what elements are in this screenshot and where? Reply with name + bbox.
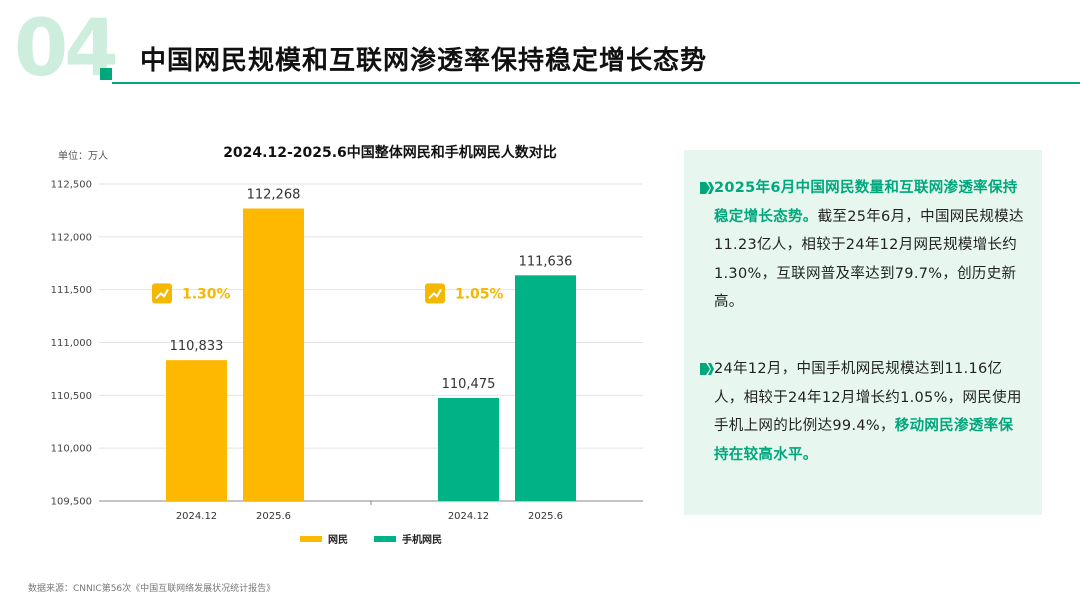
- bar-value-label: 110,475: [442, 377, 496, 392]
- insight-1-highlight: 2025年6月中国网民数量和互联网渗透率保持稳定增长态势。: [714, 180, 1018, 225]
- insight-1-body: 截至25年6月，中国网民规模达11.23亿人，相较于24年12月网民规模增长约1…: [714, 208, 1024, 311]
- growth-rate-label: 1.30%: [182, 286, 231, 302]
- bar-mobile-2025.6: [515, 275, 576, 501]
- y-tick-label: 110,500: [51, 391, 92, 402]
- chart-title: 2024.12-2025.6中国整体网民和手机网民人数对比: [223, 145, 557, 161]
- bullet-icon: [700, 363, 714, 375]
- bar-mobile-2024.12: [438, 397, 499, 501]
- chart-legend: 网民 手机网民: [300, 531, 442, 546]
- x-tick-label: 2024.12: [448, 511, 489, 522]
- bar-value-label: 110,833: [170, 339, 224, 354]
- growth-rate-label: 1.05%: [455, 286, 504, 302]
- chart-unit-label: 单位：万人: [58, 151, 108, 162]
- insight-2-highlight: 移动网民渗透率保持在较高水平。: [714, 418, 1014, 463]
- legend-item-mobile: 手机网民: [374, 531, 442, 546]
- insight-paragraph-1: 2025年6月中国网民数量和互联网渗透率保持稳定增长态势。截至25年6月，中国网…: [700, 174, 1026, 317]
- legend-item-netizen: 网民: [300, 531, 348, 546]
- page-title: 中国网民规模和互联网渗透率保持稳定增长态势: [140, 46, 708, 76]
- legend-swatch-netizen: [300, 535, 322, 542]
- insight-panel: 2025年6月中国网民数量和互联网渗透率保持稳定增长态势。截至25年6月，中国网…: [684, 150, 1042, 515]
- x-tick-label: 2025.6: [528, 511, 563, 522]
- bullet-icon: [700, 182, 714, 194]
- trend-up-icon-line: [428, 288, 442, 300]
- y-tick-label: 111,000: [51, 338, 92, 349]
- legend-label-mobile: 手机网民: [402, 535, 442, 546]
- trend-up-icon-line: [155, 288, 169, 300]
- bar-netizen-2025.6: [243, 208, 304, 502]
- insight-paragraph-2: 24年12月，中国手机网民规模达到11.16亿人，相较于24年12月增长约1.0…: [700, 355, 1026, 469]
- title-divider: [112, 82, 1080, 84]
- x-tick-label: 2025.6: [256, 511, 291, 522]
- bar-value-label: 111,636: [519, 254, 573, 269]
- y-tick-label: 111,500: [51, 285, 92, 296]
- legend-label-netizen: 网民: [328, 535, 348, 546]
- x-tick-label: 2024.12: [176, 511, 217, 522]
- y-tick-label: 110,000: [51, 444, 92, 455]
- legend-swatch-mobile: [374, 535, 396, 542]
- section-number-dot: [100, 68, 112, 80]
- data-source-note: 数据来源：CNNIC第56次《中国互联网络发展状况统计报告》: [28, 584, 276, 594]
- y-tick-label: 112,500: [51, 180, 92, 191]
- bar-netizen-2024.12: [166, 360, 227, 501]
- slide-header: 04 中国网民规模和互联网渗透率保持稳定增长态势: [0, 0, 1080, 90]
- bar-chart: 109,500 110,000 110,500 111,000 111,500 112,0…: [51, 180, 643, 522]
- y-tick-label: 112,000: [51, 232, 92, 243]
- bar-value-label: 112,268: [247, 188, 301, 203]
- insight-2-body: 24年12月，中国手机网民规模达到11.16亿人，相较于24年12月增长约1.0…: [714, 361, 1022, 434]
- y-tick-label: 109,500: [51, 497, 92, 508]
